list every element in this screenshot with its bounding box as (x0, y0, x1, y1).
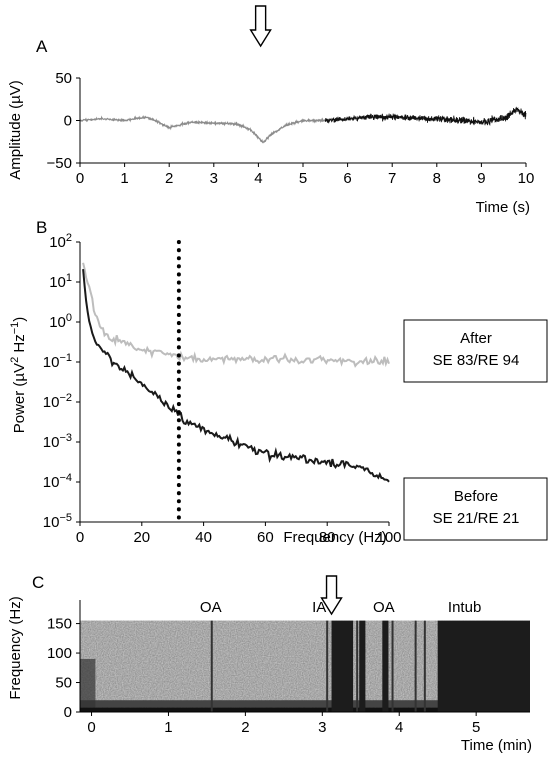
legend-box-after: After SE 83/RE 94 (403, 319, 548, 383)
spectrogram-thin-line (326, 620, 329, 712)
panel-c-label: C (32, 573, 44, 592)
spectrogram-thin-line (356, 620, 359, 712)
panel-c: C 0 1 2 3 4 5 150 100 50 0 OA IA OA Intub Frequency … (7, 573, 532, 754)
panel-c-annotation: OA (200, 599, 222, 616)
panel-b: B 0 20 40 60 80 100 102 101 100 10−1 10−2 10−3 10−4 1… (9, 218, 548, 546)
panel-c-spectrogram (80, 620, 530, 712)
panel-c-arrow-icon (320, 575, 343, 616)
panel-b-y-tick-label: 102 (49, 232, 72, 251)
panel-a-arrow-shape (249, 5, 272, 48)
panel-a-label: A (36, 37, 48, 56)
panel-b-spectra (82, 240, 390, 524)
panel-a-x-tick-label: 8 (433, 170, 441, 187)
panel-b-y-tick-label: 10−2 (43, 392, 72, 411)
spectrogram-dense-block (382, 620, 389, 712)
panel-b-x-tick-label: 40 (195, 529, 212, 546)
panel-a-x-tick-label: 0 (76, 170, 84, 187)
panel-a-arrow-icon (249, 5, 272, 48)
panel-b-y-tick-label: 101 (49, 272, 72, 291)
legend-after-line1: After (460, 330, 492, 347)
panel-c-y-label: Frequency (Hz) (7, 596, 24, 699)
panel-c-x-label: Time (min) (461, 737, 532, 754)
panel-c-annotation: Intub (448, 599, 481, 616)
panel-c-axes: 0 1 2 3 4 5 150 100 50 0 (47, 600, 530, 736)
panel-a-y-tick-label: 50 (55, 70, 72, 87)
spectrogram-thin-line (391, 620, 394, 712)
panel-a-x-label: Time (s) (476, 199, 530, 216)
panel-a-x-tick-label: 2 (165, 170, 173, 187)
panel-b-series-before (82, 269, 390, 483)
panel-a-traces (79, 106, 527, 144)
panel-c-y-tick-label: 50 (55, 675, 72, 692)
panel-c-x-tick-label: 0 (87, 719, 95, 736)
spectrogram-dense-block (331, 620, 354, 712)
panel-b-x-tick-label: 20 (133, 529, 150, 546)
panel-a-y-tick-label: 0 (64, 113, 72, 130)
spectrogram-dense-block (359, 620, 366, 712)
panel-c-x-tick-label: 5 (472, 719, 480, 736)
spectrogram-thin-line (423, 620, 426, 712)
panel-a-x-tick-label: 4 (254, 170, 262, 187)
panel-b-y-tick-label: 10−1 (43, 352, 72, 371)
panel-a-x-tick-label: 6 (343, 170, 351, 187)
panel-c-y-tick-label: 0 (64, 704, 72, 721)
panel-c-x-tick-label: 4 (395, 719, 403, 736)
panel-a-x-tick-label: 7 (388, 170, 396, 187)
panel-a-series-0 (79, 115, 326, 144)
panel-b-y-tick-label: 10−5 (43, 512, 72, 531)
panel-b-axes: 0 20 40 60 80 100 102 101 100 10−1 10−2 10−3 10−4 10−… (43, 232, 402, 546)
spectrogram-early-burst (80, 658, 96, 708)
panel-b-x-tick-label: 80 (319, 529, 336, 546)
legend-box-before: Before SE 21/RE 21 (403, 477, 548, 541)
panel-c-x-tick-label: 2 (241, 719, 249, 736)
panel-b-x-tick-label: 100 (376, 529, 401, 546)
panel-c-annotation: IA (312, 599, 326, 616)
panel-a-x-tick-label: 3 (210, 170, 218, 187)
panel-b-y-tick-label: 100 (49, 312, 72, 331)
legend-after-line2: SE 83/RE 94 (433, 352, 520, 369)
panel-c-y-tick-label: 150 (47, 616, 72, 633)
panel-a-series-1 (324, 106, 527, 127)
panel-c-y-tick-label: 100 (47, 645, 72, 662)
panel-a-x-tick-label: 9 (477, 170, 485, 187)
panel-c-x-tick-label: 3 (318, 719, 326, 736)
panel-b-x-label: Frequency (Hz) (283, 529, 386, 546)
spectrogram-dense-block (437, 620, 530, 712)
panel-a-x-tick-label: 10 (518, 170, 535, 187)
panel-b-y-tick-label: 10−3 (43, 432, 72, 451)
panel-b-series-after (82, 262, 390, 368)
panel-c-x-tick-label: 1 (164, 719, 172, 736)
panel-a-y-label: Amplitude (µV) (7, 80, 24, 180)
spectrogram-thin-line (210, 620, 213, 712)
panel-c-annotations: OA IA OA Intub (200, 575, 481, 616)
panel-b-x-tick-label: 0 (76, 529, 84, 546)
panel-b-x-tick-label: 60 (257, 529, 274, 546)
legend-before-line2: SE 21/RE 21 (433, 510, 520, 527)
panel-b-label: B (36, 218, 47, 237)
panel-b-y-label: Power (µV2 Hz−1) (9, 317, 28, 434)
spectrogram-mid-band (80, 700, 530, 708)
panel-a-x-tick-label: 1 (120, 170, 128, 187)
panel-a-x-tick-label: 5 (299, 170, 307, 187)
spectrogram-low-band (80, 707, 530, 712)
panel-b-y-tick-label: 10−4 (43, 472, 72, 491)
spectrogram-thin-line (414, 620, 417, 712)
panel-c-annotation: OA (373, 599, 395, 616)
panel-a-y-tick-label: −50 (47, 155, 72, 172)
legend-before-line1: Before (454, 488, 498, 505)
